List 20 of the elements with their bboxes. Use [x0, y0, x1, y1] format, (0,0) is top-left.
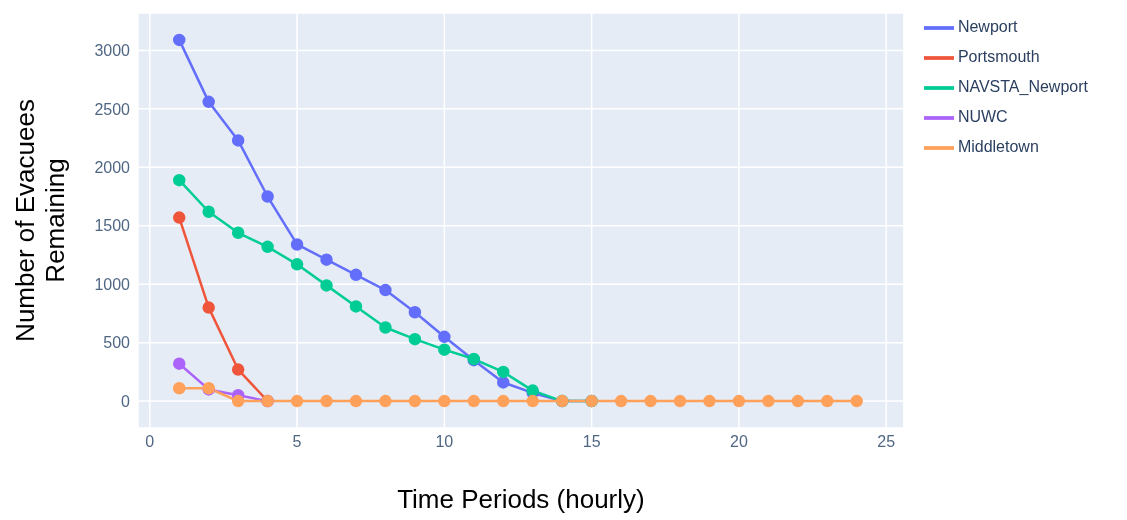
y-tick-label: 3000 [94, 42, 131, 60]
legend-label: Middletown [957, 138, 1039, 156]
y-tick-label: 1500 [94, 217, 131, 235]
y-tick-label: 0 [121, 392, 131, 410]
x-tick-label: 15 [582, 433, 601, 451]
x-tick-label: 10 [435, 433, 454, 451]
y-tick-label: 500 [103, 334, 131, 352]
x-tick-label: 5 [292, 433, 302, 451]
legend-label: Newport [957, 18, 1018, 36]
y-tick-label: 1000 [94, 275, 131, 293]
y-axis-title: Number of Evacuees Remaining [10, 99, 70, 342]
legend-label: NUWC [957, 108, 1008, 126]
x-tick-label: 0 [145, 433, 155, 451]
x-tick-label: 20 [730, 433, 748, 451]
legend-label: Portsmouth [957, 48, 1040, 66]
x-tick-label: 25 [877, 433, 896, 451]
y-tick-label: 2500 [94, 100, 131, 118]
y-tick-label: 2000 [94, 158, 131, 176]
x-axis-title: Time Periods (hourly) [397, 484, 645, 514]
legend-label: NAVSTA_Newport [957, 78, 1088, 96]
